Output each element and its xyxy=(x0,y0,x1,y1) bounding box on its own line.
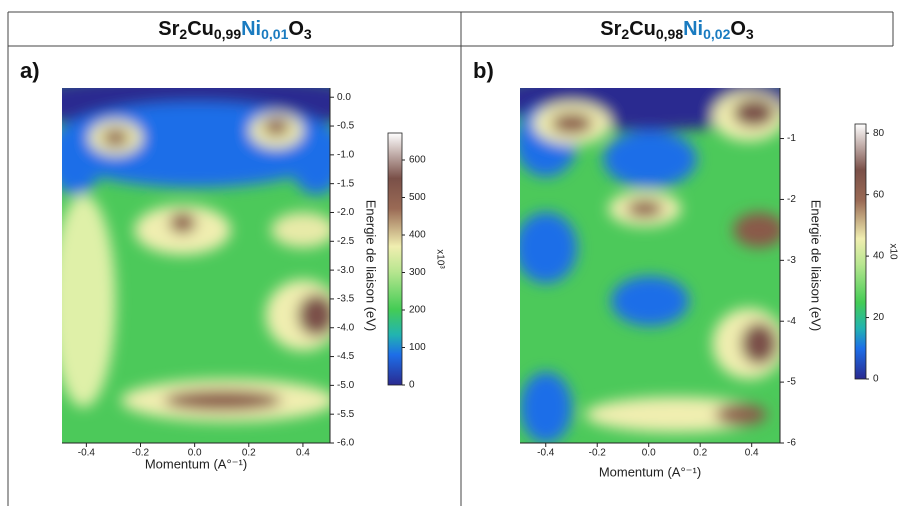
y-tick-label: -4.0 xyxy=(337,322,355,333)
colorbar-label: x10³ xyxy=(434,249,445,269)
title-part: Ni xyxy=(683,18,703,40)
title-part: O xyxy=(288,18,304,40)
title-part: Cu xyxy=(629,18,656,40)
heatmap-blob xyxy=(626,199,663,218)
heatmap-blob xyxy=(520,212,578,284)
x-tick-label: -0.4 xyxy=(78,448,96,459)
y-tick-label: -5 xyxy=(787,377,796,388)
y-tick-label: -1 xyxy=(787,133,796,144)
x-tick-label: 0.4 xyxy=(296,448,310,459)
title-part: Ni xyxy=(241,18,261,40)
heatmap-blob xyxy=(163,389,282,412)
title-part: Cu xyxy=(187,18,214,40)
y-tick-label: -1.0 xyxy=(337,149,355,160)
colorbar-tick-label: 100 xyxy=(409,342,426,353)
colorbar-tick-label: 400 xyxy=(409,230,426,241)
colorbar-tick-label: 0 xyxy=(873,374,879,385)
title-part: 3 xyxy=(746,26,754,42)
title-part: 0,02 xyxy=(703,26,730,42)
panel-title: Sr2Cu0,98Ni0,02O3 xyxy=(600,18,754,41)
panel-title: Sr2Cu0,99Ni0,01O3 xyxy=(158,18,312,41)
heatmap-blob xyxy=(733,212,780,248)
x-tick-label: -0.2 xyxy=(589,448,607,459)
heatmap-blob xyxy=(715,403,767,426)
heatmap-blob xyxy=(271,212,330,248)
title-part: 0,01 xyxy=(261,26,288,42)
heatmap-blob xyxy=(263,118,290,136)
x-tick-label: 0.0 xyxy=(188,448,202,459)
heatmap-blob xyxy=(62,194,116,408)
heatmap-blob xyxy=(102,128,129,147)
title-part: Sr xyxy=(600,18,621,40)
x-tick-label: 0.2 xyxy=(242,448,256,459)
colorbar-tick-label: 20 xyxy=(873,312,885,323)
title-part: 3 xyxy=(304,26,312,42)
y-tick-label: -1.5 xyxy=(337,178,355,189)
heatmap-blob xyxy=(297,293,330,337)
heatmap-blobs xyxy=(62,88,330,422)
title-part: 0,99 xyxy=(214,26,241,42)
y-tick-label: -2.0 xyxy=(337,207,355,218)
heatmap-blob xyxy=(520,372,572,443)
x-axis-label: Momentum (A°⁻¹) xyxy=(145,456,247,471)
x-tick-label: 0.0 xyxy=(642,448,656,459)
y-tick-label: -5.5 xyxy=(337,409,355,420)
colorbar-tick-label: 600 xyxy=(409,155,426,166)
frame xyxy=(7,11,894,506)
title-part: Sr xyxy=(158,18,179,40)
x-tick-label: 0.2 xyxy=(693,448,707,459)
heatmap-blob xyxy=(169,212,197,234)
y-tick-label: -2 xyxy=(787,194,796,205)
title-part: 2 xyxy=(179,26,187,42)
y-tick-label: -2.5 xyxy=(337,236,355,247)
heatmap xyxy=(62,88,330,443)
heatmap-blob xyxy=(551,112,593,135)
y-tick-label: -3.5 xyxy=(337,294,355,305)
colorbar-tick-label: 500 xyxy=(409,192,426,203)
heatmap-blob xyxy=(603,130,697,188)
colorbar-label: x10 xyxy=(887,243,898,260)
heatmap-blobs xyxy=(520,88,780,443)
colorbar-tick-label: 200 xyxy=(409,305,426,316)
y-tick-label: 0.0 xyxy=(337,92,351,103)
colorbar-tick-label: 40 xyxy=(873,251,885,262)
y-tick-label: -6.0 xyxy=(337,438,355,449)
heatmap-blob xyxy=(289,123,330,195)
heatmap-blob xyxy=(611,276,689,326)
colorbar xyxy=(387,132,403,386)
y-tick-label: -4.5 xyxy=(337,351,355,362)
y-axis-label: Energie de liaison (eV) xyxy=(364,200,379,332)
y-axis-label: Energie de liaison (eV) xyxy=(809,200,824,332)
x-tick-label: -0.2 xyxy=(132,448,150,459)
y-tick-label: -6 xyxy=(787,438,796,449)
y-tick-label: -5.0 xyxy=(337,380,355,391)
heatmap-blob xyxy=(741,322,778,365)
heatmap-blob xyxy=(733,98,775,128)
x-axis-label: Momentum (A°⁻¹) xyxy=(599,464,701,479)
colorbar xyxy=(854,123,867,380)
x-tick-label: 0.4 xyxy=(745,448,759,459)
colorbar-tick-label: 0 xyxy=(409,380,415,391)
colorbar-tick-label: 300 xyxy=(409,267,426,278)
x-tick-label: -0.4 xyxy=(537,448,555,459)
heatmap xyxy=(520,88,780,443)
title-part: O xyxy=(730,18,746,40)
colorbar-tick-label: 60 xyxy=(873,189,885,200)
y-tick-label: -3.0 xyxy=(337,265,355,276)
title-part: 2 xyxy=(621,26,629,42)
y-tick-label: -4 xyxy=(787,316,796,327)
panel-label: b) xyxy=(473,58,494,83)
panel-label: a) xyxy=(20,58,40,83)
y-tick-label: -0.5 xyxy=(337,121,355,132)
colorbar-tick-label: 80 xyxy=(873,128,885,139)
y-tick-label: -3 xyxy=(787,255,796,266)
heatmap-blob xyxy=(585,396,767,433)
title-part: 0,98 xyxy=(656,26,683,42)
